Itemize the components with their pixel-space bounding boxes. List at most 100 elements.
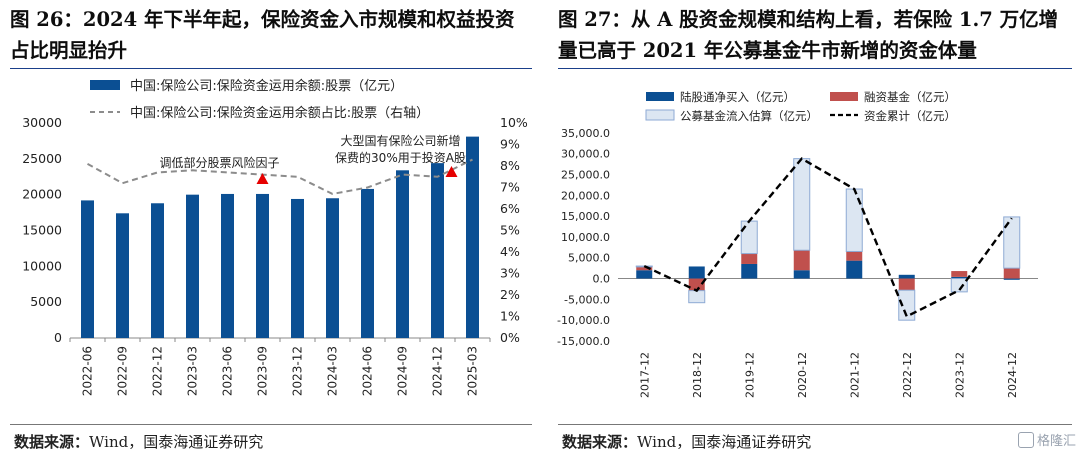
bar-margin [951,271,968,277]
legend-label-fund-inflow: 公募基金流入估算（亿元） [680,109,818,123]
bar-northbound [793,270,810,279]
bar-stock-balance [361,188,374,338]
bar-stock-balance [431,163,444,338]
x-tick-label: 2025-03 [466,346,480,396]
y-tick-label: 35,000.0 [561,127,610,140]
left-figure-title: 图 26：2024 年下半年起，保险资金入市规模和权益投资占比明显抬升 [10,8,515,62]
bar-stock-balance [81,200,94,338]
bar-margin [636,266,653,271]
right-figure-panel: 图 27：从 A 股资金规模和结构上看，若保险 1.7 万亿增量已高于 2021… [548,0,1080,458]
y-tick-label: -15,000.0 [557,335,610,348]
left-y-tick-label: 30000 [22,115,62,130]
y-tick-label: -5,000.0 [564,293,610,306]
left-title-divider [10,68,532,69]
right-chart-bars [635,158,1021,321]
left-source-label: 数据来源： [14,433,90,451]
bar-northbound [688,266,705,279]
x-tick-label: 2023-12 [953,352,966,398]
y-tick-label: -10,000.0 [557,314,610,327]
y-tick-label: 5,000.0 [568,252,610,265]
bar-stock-balance [116,213,129,338]
right-chart-axes: -15,000.0 -10,000.0 -5,000.0 0.0 5,000.0 10,0… [557,127,1038,398]
right-y-tick-label: 9% [500,137,520,152]
legend-swatch-stock-balance [90,80,120,90]
x-tick-label: 2024-03 [326,346,340,396]
right-source-note: 数据来源：Wind，国泰海通证券研究 [562,432,811,452]
left-chart-ratio-line [87,158,473,195]
legend-swatch-fund-inflow [645,109,675,121]
bar-fund-inflow [898,289,916,321]
x-tick-label: 2023-03 [186,346,200,396]
x-tick-label: 2023-12 [291,346,305,396]
left-y-tick-label: 20000 [22,187,62,202]
right-y-tick-label: 8% [500,158,520,173]
watermark-text: 格隆汇 [1036,434,1076,449]
bar-margin [741,253,758,264]
left-figure-panel: 图 26：2024 年下半年起，保险资金入市规模和权益投资占比明显抬升 中国:保… [10,8,532,452]
right-y-tick-label: 1% [500,309,520,324]
y-tick-label: 30,000.0 [561,148,610,161]
bar-stock-balance [396,170,409,338]
x-tick-label: 2017-12 [638,352,651,398]
x-tick-label: 2024-09 [396,346,410,396]
y-tick-label: 20,000.0 [561,189,610,202]
y-tick-label: 0.0 [593,273,611,286]
x-tick-label: 2022-09 [116,346,130,396]
x-tick-label: 2021-12 [848,352,861,398]
bar-fund-inflow [845,188,863,252]
x-tick-label: 2019-12 [743,352,756,398]
right-source-divider [558,424,1072,425]
bar-stock-balance [466,136,479,338]
x-tick-label: 2024-12 [1006,352,1019,398]
left-chart-bars [81,136,479,338]
bar-northbound [636,270,653,279]
x-tick-label: 2022-12 [151,346,165,396]
bar-northbound [846,260,863,279]
legend-label-stock-balance: 中国:保险公司:保险资金运用余额:股票（亿元） [130,78,403,94]
bar-fund-inflow [793,158,811,251]
left-y-tick-label: 5000 [30,294,62,309]
left-source-divider [10,424,532,425]
bar-margin [846,251,863,261]
annotation-risk-factor-label: 调低部分股票风险因子 [159,155,279,170]
bar-stock-balance [256,193,269,338]
right-y-tick-label: 3% [500,266,520,281]
bar-fund-inflow [1003,216,1021,269]
x-tick-label: 2023-06 [221,346,235,396]
left-source-note: 数据来源：Wind，国泰海通证券研究 [14,432,263,452]
x-tick-label: 2023-09 [256,346,270,396]
annotation-state-insurer-marker [445,166,458,177]
bar-stock-balance [291,198,304,338]
bar-margin [898,278,915,291]
bar-fund-inflow [950,278,968,293]
right-chart-cumulative-line [643,157,1013,319]
line-cumulative [643,157,1013,319]
left-y-tick-label: 25000 [22,151,62,166]
y-tick-label: 15,000.0 [561,210,610,223]
x-tick-label: 2022-06 [81,346,95,396]
left-y-tick-label: 15000 [22,223,62,238]
legend-swatch-northbound [646,92,674,101]
y-tick-label: 10,000.0 [561,231,610,244]
right-source-name: Wind，国泰海通证券研究 [637,433,812,451]
legend-label-stock-ratio: 中国:保险公司:保险资金运用余额占比:股票（右轴） [130,105,429,121]
left-source-name: Wind，国泰海通证券研究 [89,433,264,451]
bar-margin [793,250,810,271]
right-y-tick-label: 0% [500,330,520,345]
legend-label-northbound: 陆股通净买入（亿元） [680,90,795,104]
bar-northbound [898,274,915,279]
right-y-tick-label: 2% [500,287,520,302]
legend-swatch-margin [830,92,858,101]
right-y-tick-label: 6% [500,201,520,216]
x-tick-label: 2020-12 [796,352,809,398]
bar-stock-balance [186,194,199,338]
left-y-tick-label: 0 [54,330,62,345]
right-y-tick-label: 7% [500,180,520,195]
bar-northbound [951,276,968,279]
annotation-state-insurer-label: 保费的30%用于投资A股 [335,150,466,165]
legend-label-cumulative: 资金累计（亿元） [864,109,956,123]
bar-fund-inflow [688,290,706,304]
legend-label-margin: 融资基金（亿元） [864,90,956,104]
x-tick-label: 2024-06 [361,346,375,396]
